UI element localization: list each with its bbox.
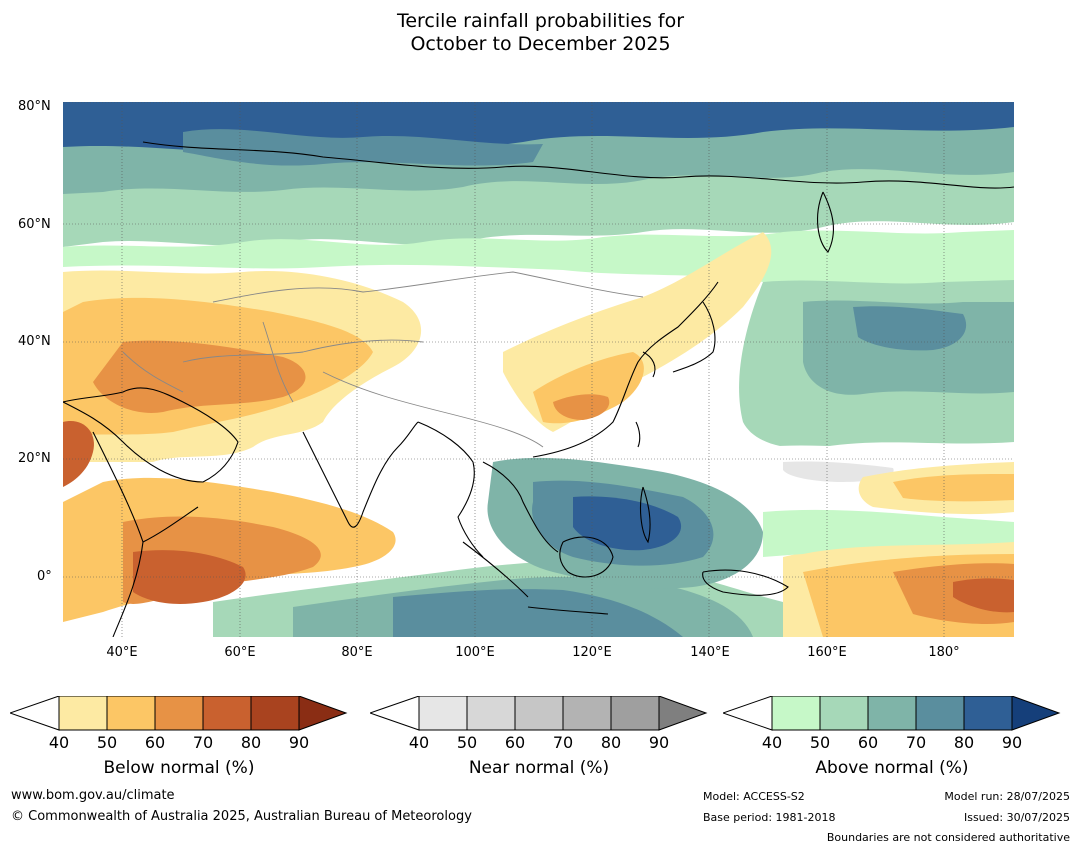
- map-gridlines: [63, 102, 1014, 637]
- tick-label: 60: [144, 733, 166, 752]
- lat-label-20n: 20°N: [18, 451, 51, 466]
- tick-label: 70: [552, 733, 574, 752]
- footer-boundaries-note: Boundaries are not considered authoritat…: [826, 831, 1070, 844]
- footer-issued: Issued: 30/07/2025: [963, 811, 1070, 824]
- tick-label: 90: [288, 733, 310, 752]
- footer-copyright: © Commonwealth of Australia 2025, Austra…: [11, 809, 472, 824]
- footer-website-link[interactable]: www.bom.gov.au/climate: [11, 788, 175, 803]
- tick-label: 80: [240, 733, 262, 752]
- lon-label-180: 180°: [928, 645, 960, 660]
- rainfall-probability-map: [63, 102, 1014, 637]
- lat-label-80n: 80°N: [18, 99, 51, 114]
- tick-label: 70: [192, 733, 214, 752]
- lon-label-160e: 160°E: [807, 645, 847, 660]
- lon-label-60e: 60°E: [224, 645, 256, 660]
- footer-model-run: Model run: 28/07/2025: [944, 790, 1070, 803]
- map-svg: [63, 102, 1014, 637]
- tick-label: 80: [953, 733, 975, 752]
- tick-label: 50: [809, 733, 831, 752]
- lon-label-100e: 100°E: [455, 645, 495, 660]
- tick-label: 70: [905, 733, 927, 752]
- colorbar-below-title: Below normal (%): [103, 758, 255, 778]
- lon-label-120e: 120°E: [572, 645, 612, 660]
- tick-label: 40: [761, 733, 783, 752]
- lat-label-40n: 40°N: [18, 334, 51, 349]
- footer-base-period: Base period: 1981-2018: [703, 811, 836, 824]
- tick-label: 60: [857, 733, 879, 752]
- region-north-above-light: [63, 230, 1014, 333]
- tick-label: 80: [600, 733, 622, 752]
- colorbar-below-normal: [8, 695, 350, 736]
- map-title-line-1: Tercile rainfall probabilities for: [396, 10, 685, 32]
- colorbar-near-title: Near normal (%): [468, 758, 610, 778]
- colorbar-above-normal: [721, 695, 1063, 736]
- tick-label: 90: [1001, 733, 1023, 752]
- lon-label-80e: 80°E: [341, 645, 373, 660]
- tick-label: 40: [408, 733, 430, 752]
- map-coastlines: [63, 141, 1014, 637]
- footer-model: Model: ACCESS-S2: [703, 790, 805, 803]
- tick-label: 50: [96, 733, 118, 752]
- tick-label: 60: [504, 733, 526, 752]
- tick-label: 90: [648, 733, 670, 752]
- lat-label-60n: 60°N: [18, 217, 51, 232]
- lon-label-140e: 140°E: [690, 645, 730, 660]
- map-title-line-2: October to December 2025: [410, 33, 671, 55]
- tick-label: 40: [48, 733, 70, 752]
- map-borders: [122, 271, 644, 448]
- lon-label-40e: 40°E: [106, 645, 138, 660]
- colorbar-above-title: Above normal (%): [815, 758, 969, 778]
- tick-label: 50: [456, 733, 478, 752]
- colorbar-near-normal: [368, 695, 710, 736]
- lat-label-0: 0°: [37, 569, 52, 584]
